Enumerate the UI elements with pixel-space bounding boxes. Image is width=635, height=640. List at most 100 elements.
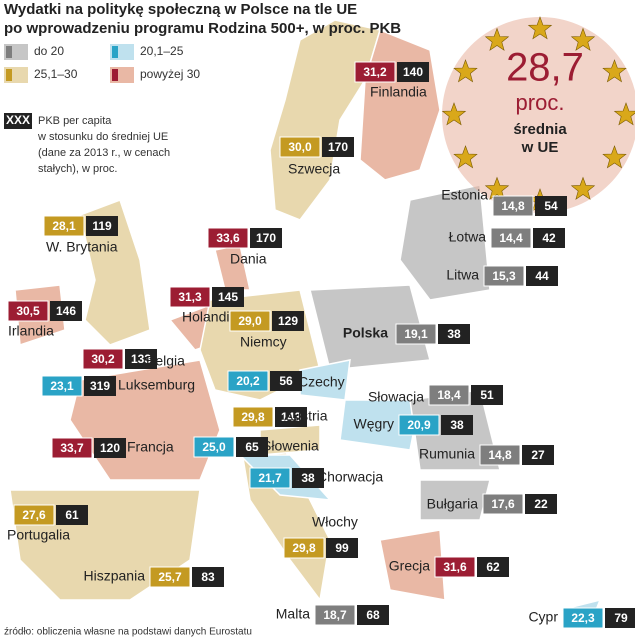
gdp-value: 170 bbox=[328, 140, 348, 154]
spending-value: 31,6 bbox=[443, 560, 467, 574]
spending-value: 29,8 bbox=[292, 541, 316, 555]
gdp-value: 140 bbox=[403, 65, 423, 79]
country-name: Portugalia bbox=[7, 527, 70, 543]
gdp-value: 56 bbox=[279, 374, 293, 388]
gdp-box bbox=[86, 216, 118, 236]
gdp-box bbox=[322, 137, 354, 157]
spending-box bbox=[482, 493, 524, 515]
country-name: Francja bbox=[127, 439, 174, 455]
star bbox=[570, 27, 596, 51]
spending-value: 17,6 bbox=[491, 497, 515, 511]
country-name: Polska bbox=[343, 325, 388, 341]
spending-box bbox=[169, 286, 211, 308]
title: Wydatki na politykę społeczną w Polsce n… bbox=[4, 1, 357, 18]
spending-value: 20,2 bbox=[236, 374, 260, 388]
legend-swatch-mark bbox=[112, 69, 118, 81]
country-name: Słowacja bbox=[368, 389, 424, 405]
gdp-value: 99 bbox=[335, 541, 349, 555]
country-name: Austria bbox=[284, 408, 328, 424]
spending-value: 33,6 bbox=[216, 231, 240, 245]
gdp-box bbox=[441, 415, 473, 435]
star bbox=[602, 59, 627, 83]
gdp-value: 146 bbox=[56, 304, 76, 318]
country-name: Włochy bbox=[312, 514, 358, 530]
gdp-box bbox=[125, 349, 157, 369]
spending-value: 22,3 bbox=[571, 611, 595, 625]
spending-value: 25,7 bbox=[158, 570, 182, 584]
gdp-box bbox=[94, 438, 126, 458]
spending-box bbox=[283, 537, 325, 559]
gdp-box bbox=[357, 605, 389, 625]
gdp-value: 62 bbox=[486, 560, 500, 574]
gdp-box bbox=[250, 228, 282, 248]
spending-value: 28,1 bbox=[52, 219, 76, 233]
country-name: Węgry bbox=[354, 416, 394, 432]
note: (dane za 2013 r., w cenach bbox=[38, 147, 170, 159]
star bbox=[602, 145, 627, 169]
spending-box bbox=[354, 61, 396, 83]
spending-box bbox=[395, 323, 437, 345]
gdp-value: 170 bbox=[256, 231, 276, 245]
gdp-value: 143 bbox=[281, 410, 301, 424]
gdp-value: 120 bbox=[100, 441, 120, 455]
average-label: średnia bbox=[513, 121, 567, 138]
spending-box bbox=[483, 265, 525, 287]
spending-box bbox=[490, 227, 532, 249]
spending-box bbox=[13, 504, 55, 526]
spending-value: 14,8 bbox=[501, 199, 525, 213]
legend-label: powyżej 30 bbox=[140, 67, 200, 81]
star bbox=[441, 102, 467, 126]
spending-value: 29,8 bbox=[241, 410, 265, 424]
country-name: Dania bbox=[230, 251, 267, 267]
source: źródło: obliczenia własne na podstawi da… bbox=[4, 627, 252, 638]
note: stałych), w proc. bbox=[38, 163, 117, 175]
spending-value: 31,3 bbox=[178, 290, 202, 304]
gdp-box bbox=[522, 445, 554, 465]
spending-box bbox=[314, 604, 356, 626]
spending-box bbox=[149, 566, 191, 588]
spending-box bbox=[428, 384, 470, 406]
spending-box bbox=[434, 556, 476, 578]
country-name: Estonia bbox=[441, 187, 488, 203]
gdp-value: 27 bbox=[531, 448, 545, 462]
gdp-box bbox=[326, 538, 358, 558]
gdp-box bbox=[56, 505, 88, 525]
gdp-value: 38 bbox=[450, 418, 464, 432]
star bbox=[453, 145, 478, 169]
spending-value: 23,1 bbox=[50, 379, 74, 393]
spending-value: 18,7 bbox=[323, 608, 347, 622]
country-name: Niemcy bbox=[240, 334, 287, 350]
spending-value: 20,9 bbox=[407, 418, 431, 432]
note: w stosunku do średniej UE bbox=[37, 131, 168, 143]
gdp-box bbox=[605, 608, 635, 628]
spending-box bbox=[82, 348, 124, 370]
spending-box bbox=[41, 375, 83, 397]
gdp-box bbox=[50, 301, 82, 321]
country-name: W. Brytania bbox=[46, 239, 118, 255]
gdp-box bbox=[270, 371, 302, 391]
spending-box bbox=[249, 467, 291, 489]
gdp-box bbox=[272, 311, 304, 331]
country-name: Belgia bbox=[146, 353, 185, 369]
gdp-value: 42 bbox=[542, 231, 556, 245]
country-name: Chorwacja bbox=[317, 469, 383, 485]
note-marker: XXX bbox=[6, 113, 30, 127]
spending-value: 30,0 bbox=[288, 140, 312, 154]
legend-label: 25,1–30 bbox=[34, 67, 78, 81]
spending-value: 29,0 bbox=[238, 314, 262, 328]
gdp-value: 129 bbox=[278, 314, 298, 328]
spending-value: 33,7 bbox=[60, 441, 84, 455]
spending-value: 21,7 bbox=[258, 471, 282, 485]
spending-value: 14,8 bbox=[488, 448, 512, 462]
country-name: Malta bbox=[276, 606, 310, 622]
country-name: Luksemburg bbox=[118, 377, 195, 393]
country-name: Słowenia bbox=[262, 438, 319, 454]
gdp-value: 119 bbox=[92, 219, 112, 233]
gdp-box bbox=[526, 266, 558, 286]
gdp-box bbox=[397, 62, 429, 82]
star bbox=[453, 59, 478, 83]
legend-label: do 20 bbox=[34, 44, 64, 58]
spending-value: 18,4 bbox=[437, 388, 461, 402]
gdp-value: 145 bbox=[218, 290, 238, 304]
spending-value: 19,1 bbox=[404, 327, 428, 341]
